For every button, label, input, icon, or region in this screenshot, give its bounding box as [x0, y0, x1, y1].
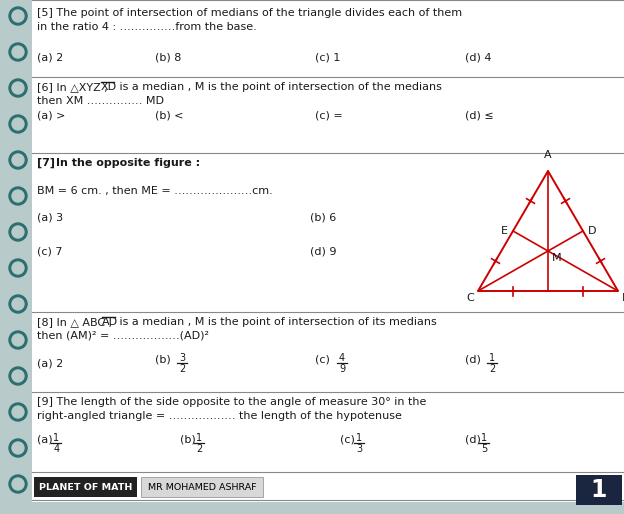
Text: (a) >: (a) >	[37, 111, 66, 121]
Text: [7]: [7]	[37, 158, 59, 168]
Text: (b) <: (b) <	[155, 111, 183, 121]
Circle shape	[9, 187, 27, 205]
Text: [8] In △ ABC ,: [8] In △ ABC ,	[37, 317, 115, 327]
Circle shape	[12, 334, 24, 346]
Text: (b): (b)	[155, 355, 174, 365]
Text: (c): (c)	[315, 355, 333, 365]
Text: (d) 9: (d) 9	[310, 246, 336, 256]
Text: 9: 9	[339, 364, 345, 374]
Text: (c): (c)	[340, 435, 355, 445]
Text: 1: 1	[489, 353, 495, 363]
Text: in the ratio 4 : ……………from the base.: in the ratio 4 : ……………from the base.	[37, 22, 256, 32]
Circle shape	[12, 226, 24, 238]
Text: then XM …………… MD: then XM …………… MD	[37, 96, 164, 106]
Text: MR MOHAMED ASHRAF: MR MOHAMED ASHRAF	[148, 483, 256, 491]
Bar	[34, 477, 137, 497]
Text: (d): (d)	[465, 355, 484, 365]
Bar	[141, 477, 263, 497]
Text: XD: XD	[100, 82, 117, 92]
Text: In the opposite figure :: In the opposite figure :	[56, 158, 200, 168]
Circle shape	[12, 442, 24, 454]
Text: A: A	[544, 150, 552, 160]
Text: 1: 1	[53, 433, 59, 443]
Circle shape	[12, 118, 24, 130]
Circle shape	[9, 475, 27, 493]
Text: 1: 1	[197, 433, 202, 443]
Text: (d): (d)	[465, 435, 481, 445]
Circle shape	[12, 154, 24, 166]
Text: (a) 3: (a) 3	[37, 213, 63, 223]
Circle shape	[9, 367, 27, 385]
Circle shape	[12, 82, 24, 94]
Circle shape	[9, 115, 27, 133]
Text: 1: 1	[356, 433, 363, 443]
Text: (a) 2: (a) 2	[37, 52, 63, 62]
Text: then (AM)² = ………………(AD)²: then (AM)² = ………………(AD)²	[37, 331, 209, 341]
Text: [9] The length of the side opposite to the angle of measure 30° in the: [9] The length of the side opposite to t…	[37, 397, 426, 407]
Circle shape	[12, 406, 24, 418]
Text: (c) 7: (c) 7	[37, 246, 62, 256]
Text: C: C	[466, 293, 474, 303]
Text: 1: 1	[591, 478, 607, 502]
Text: (b): (b)	[180, 435, 196, 445]
Text: D: D	[588, 226, 597, 236]
Bar	[576, 475, 622, 505]
Text: (d) ≤: (d) ≤	[465, 111, 494, 121]
Text: [6] In △XYZ ,: [6] In △XYZ ,	[37, 82, 111, 92]
Text: is a median , M is the point of intersection of the medians: is a median , M is the point of intersec…	[115, 82, 442, 92]
Circle shape	[9, 331, 27, 349]
Text: 2: 2	[197, 444, 203, 454]
Circle shape	[9, 7, 27, 25]
Text: BM = 6 cm. , then ME = …………………cm.: BM = 6 cm. , then ME = …………………cm.	[37, 186, 273, 196]
Text: (a): (a)	[37, 435, 52, 445]
Circle shape	[9, 223, 27, 241]
Circle shape	[12, 298, 24, 310]
Text: AD: AD	[102, 317, 118, 327]
Circle shape	[9, 151, 27, 169]
Circle shape	[9, 79, 27, 97]
Circle shape	[12, 262, 24, 274]
Text: (c) =: (c) =	[315, 111, 343, 121]
Text: B: B	[622, 293, 624, 303]
Text: right-angled triangle = ……………… the length of the hypotenuse: right-angled triangle = ……………… the lengt…	[37, 411, 402, 421]
Text: 4: 4	[53, 444, 59, 454]
Text: 1: 1	[481, 433, 487, 443]
Text: is a median , M is the point of intersection of its medians: is a median , M is the point of intersec…	[117, 317, 437, 327]
Circle shape	[9, 403, 27, 421]
Text: 5: 5	[481, 444, 487, 454]
Text: 4: 4	[339, 353, 345, 363]
Text: [5] The point of intersection of medians of the triangle divides each of them: [5] The point of intersection of medians…	[37, 8, 462, 18]
Text: 3: 3	[356, 444, 363, 454]
Circle shape	[12, 46, 24, 58]
Text: PLANET OF MATH: PLANET OF MATH	[39, 483, 132, 491]
Text: (c) 1: (c) 1	[315, 52, 340, 62]
Circle shape	[12, 478, 24, 490]
Text: 2: 2	[179, 364, 185, 374]
Circle shape	[9, 295, 27, 313]
Text: M: M	[552, 253, 562, 263]
Text: (b) 8: (b) 8	[155, 52, 182, 62]
Text: 2: 2	[489, 364, 495, 374]
Circle shape	[12, 10, 24, 22]
Circle shape	[12, 190, 24, 202]
Circle shape	[9, 439, 27, 457]
Text: (a) 2: (a) 2	[37, 359, 63, 369]
Text: (b) 6: (b) 6	[310, 213, 336, 223]
Circle shape	[9, 259, 27, 277]
Circle shape	[9, 43, 27, 61]
Text: 3: 3	[179, 353, 185, 363]
Circle shape	[12, 370, 24, 382]
Bar	[32, 474, 624, 502]
Text: (d) 4: (d) 4	[465, 52, 492, 62]
Text: E: E	[501, 226, 508, 236]
